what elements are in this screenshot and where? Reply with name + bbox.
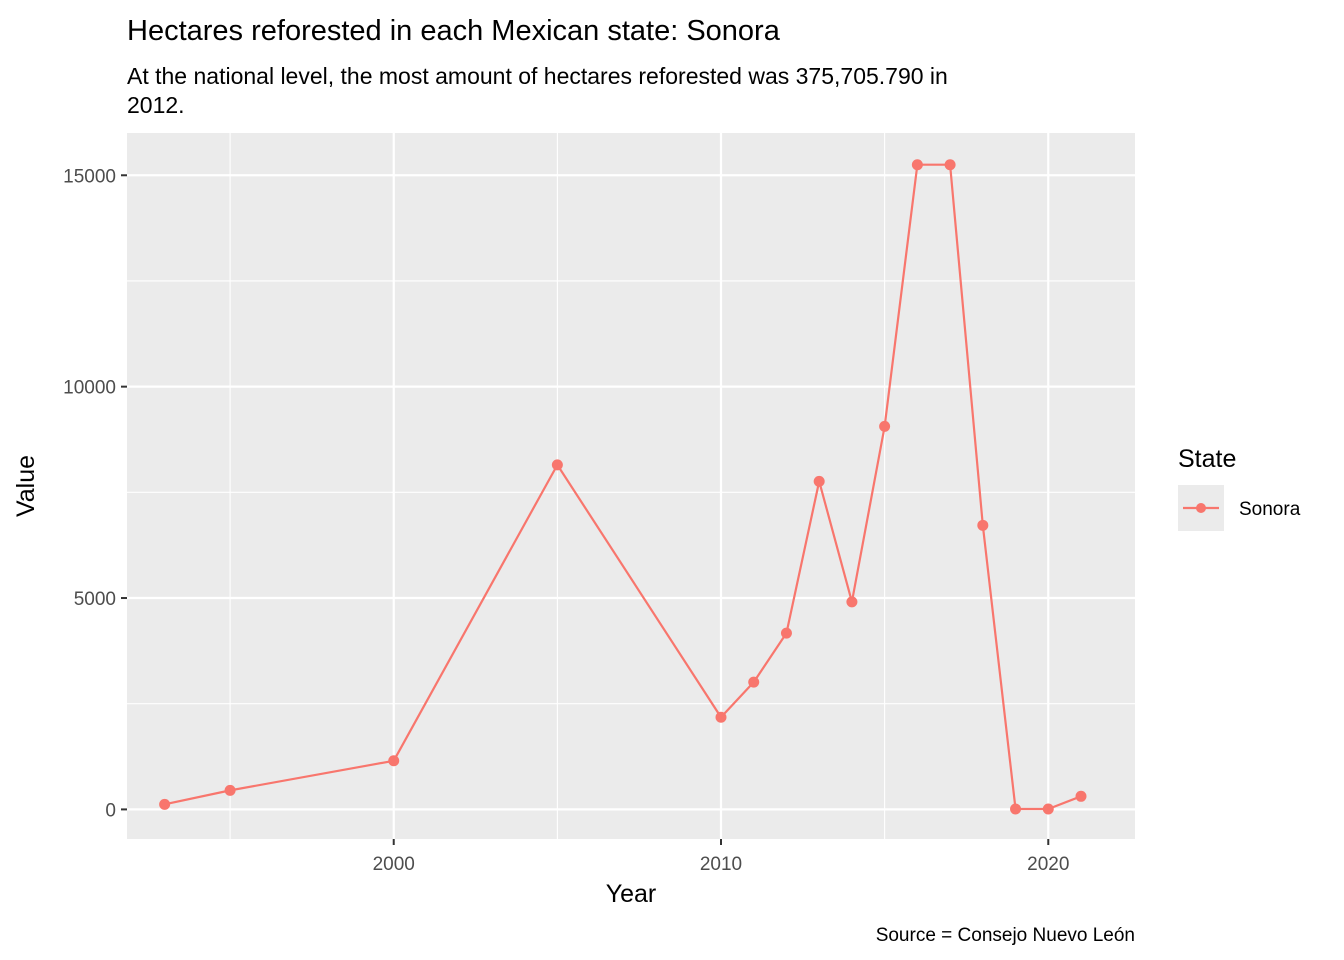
plot-panel	[127, 133, 1135, 839]
legend-label-sonora: Sonora	[1239, 499, 1301, 520]
data-point	[224, 784, 236, 796]
y-tick-label: 5000	[74, 589, 116, 610]
data-point	[846, 596, 858, 608]
chart-title: Hectares reforested in each Mexican stat…	[127, 15, 781, 47]
data-point	[780, 627, 792, 639]
y-tick-label: 10000	[63, 378, 116, 399]
x-axis-title: Year	[606, 880, 657, 908]
series-layer	[159, 159, 1087, 815]
x-tick-label: 2020	[1027, 854, 1069, 875]
legend-key-point	[1196, 503, 1206, 513]
x-axis: 2000 2010 2020	[373, 839, 1069, 875]
x-tick-label: 2000	[373, 854, 415, 875]
chart-subtitle-line-1: At the national level, the most amount o…	[127, 63, 948, 89]
data-point	[388, 755, 400, 767]
data-point	[879, 420, 891, 432]
series-line-sonora	[164, 163, 1082, 811]
data-point	[1075, 790, 1087, 802]
y-axis: 0 5000 10000 15000	[63, 166, 127, 821]
y-tick-label: 15000	[63, 166, 116, 187]
data-point	[551, 459, 563, 471]
legend: State Sonora	[1178, 445, 1301, 531]
data-point	[813, 475, 825, 487]
data-point	[1042, 803, 1054, 815]
chart-subtitle-line-2: 2012.	[127, 92, 185, 118]
x-tick-label: 2010	[700, 854, 742, 875]
grid-major	[127, 133, 1135, 839]
data-point	[944, 159, 956, 171]
y-axis-title: Value	[12, 455, 40, 517]
grid-minor	[127, 133, 1135, 839]
data-point	[1010, 803, 1022, 815]
data-point	[748, 676, 760, 688]
data-point	[911, 159, 923, 171]
data-point	[977, 519, 989, 531]
chart-caption: Source = Consejo Nuevo León	[876, 925, 1135, 946]
legend-title: State	[1178, 445, 1236, 473]
data-point	[159, 798, 171, 810]
data-point	[715, 711, 727, 723]
y-tick-label: 0	[105, 800, 116, 821]
